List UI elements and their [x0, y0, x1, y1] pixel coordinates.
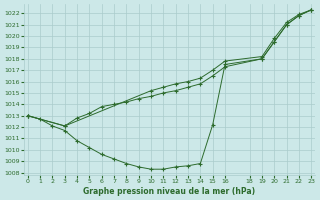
X-axis label: Graphe pression niveau de la mer (hPa): Graphe pression niveau de la mer (hPa): [84, 187, 256, 196]
